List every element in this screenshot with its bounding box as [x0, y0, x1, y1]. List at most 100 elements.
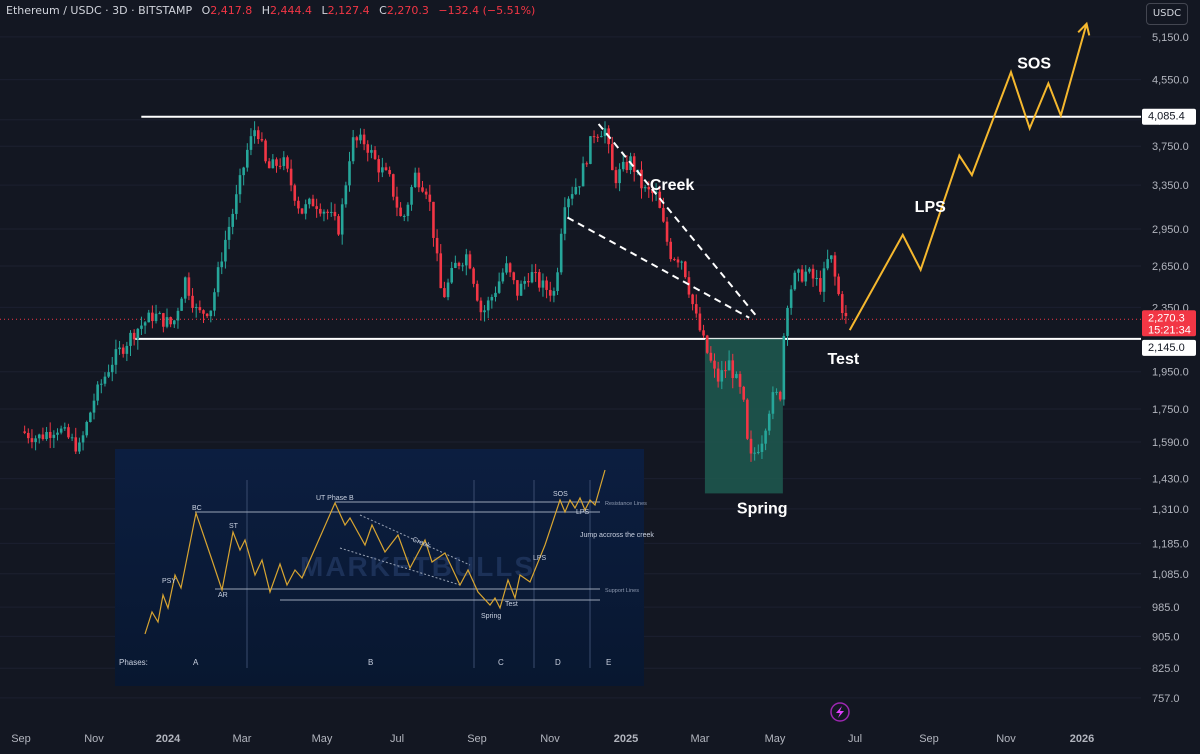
inset-support: Support Lines — [605, 588, 639, 594]
candle-body — [625, 161, 629, 171]
candle — [421, 180, 424, 193]
time-tick-label: Mar — [233, 733, 252, 745]
candle-body — [808, 268, 811, 272]
candle — [96, 381, 99, 406]
candle-body — [183, 277, 187, 299]
candle — [151, 305, 154, 329]
candle — [231, 208, 234, 235]
time-tick-label: 2026 — [1070, 733, 1094, 745]
inset-resistance: Resistance Lines — [605, 501, 647, 507]
candle-body — [282, 157, 286, 167]
candle — [34, 435, 37, 451]
candle — [786, 305, 789, 346]
horizontal-levels — [0, 115, 1141, 340]
candle — [205, 313, 209, 319]
candle-body — [220, 261, 224, 268]
candle-body — [614, 170, 618, 184]
candle — [381, 157, 384, 178]
candle — [705, 334, 709, 355]
candle — [804, 265, 808, 286]
candle — [465, 248, 468, 276]
candle — [417, 167, 421, 193]
candle — [224, 230, 227, 269]
price-tick-label: 757.0 — [1152, 693, 1180, 705]
candle — [187, 272, 191, 301]
candle-body — [110, 364, 114, 373]
candle — [326, 209, 329, 220]
candle-body — [92, 400, 96, 413]
candle — [585, 161, 589, 168]
candle-body — [59, 428, 63, 433]
candle — [563, 197, 567, 241]
symbol-header[interactable]: Ethereum / USDC · 3D · BITSTAMP O2,417.8… — [6, 4, 535, 20]
candle-body — [351, 137, 355, 162]
candle-body — [308, 198, 311, 205]
support-price-label-text: 2,145.0 — [1148, 342, 1185, 354]
candle-body — [490, 297, 494, 301]
candle — [749, 430, 753, 462]
creek-label: Creek — [650, 177, 695, 194]
candle-body — [63, 427, 67, 429]
candle-body — [771, 392, 775, 414]
candle — [541, 273, 545, 297]
candle — [428, 184, 432, 212]
candle — [545, 276, 548, 299]
candle-body — [665, 221, 669, 242]
candle — [52, 430, 56, 448]
candle — [297, 196, 300, 214]
candle — [844, 305, 848, 324]
candle — [275, 157, 278, 173]
candle-body — [348, 161, 351, 186]
candle-body — [74, 437, 78, 452]
candle — [767, 410, 771, 436]
candle-body — [468, 254, 472, 269]
candle-body — [581, 163, 585, 187]
time-axis[interactable]: Sep Nov 2024 Mar May Jul Sep Nov 2025 Mar May Jul Se… — [11, 733, 1094, 745]
lightning-icon[interactable] — [830, 702, 850, 722]
candle-body — [757, 451, 760, 453]
candle-body — [402, 215, 406, 217]
candle — [194, 303, 198, 318]
support-price-label: 2,145.0 — [1142, 339, 1196, 356]
candle — [556, 267, 559, 295]
candle — [523, 276, 526, 290]
candle — [81, 431, 85, 451]
candle — [819, 270, 822, 295]
price-tick-label: 1,950.0 — [1152, 367, 1189, 379]
candle — [70, 433, 74, 441]
candle-body — [118, 347, 121, 350]
candle — [501, 268, 505, 284]
candle — [486, 296, 490, 319]
candle — [85, 420, 88, 438]
candle — [373, 146, 377, 160]
time-tick-label: Nov — [84, 733, 104, 745]
symbol-name[interactable]: Ethereum / USDC · 3D · BITSTAMP — [6, 4, 193, 17]
candle — [132, 329, 136, 346]
candle — [490, 294, 494, 309]
candle-body — [297, 200, 300, 209]
creek-lower-line — [566, 216, 750, 319]
candle — [764, 428, 767, 451]
candle-body — [191, 295, 194, 308]
currency-button[interactable]: USDC — [1146, 3, 1188, 25]
candle-body — [443, 288, 446, 298]
candle — [684, 260, 687, 279]
candle — [811, 264, 815, 287]
candle — [56, 428, 59, 441]
candle-body — [760, 443, 764, 452]
candle — [89, 411, 92, 423]
price-axis[interactable]: 5,150.04,550.04,050.03,750.03,350.02,950… — [1141, 0, 1200, 749]
candle — [494, 286, 497, 302]
candle — [267, 158, 271, 169]
change-value: −132.4 (−5.51%) — [438, 4, 536, 17]
candle — [140, 316, 143, 335]
candle-body — [702, 330, 705, 336]
candle — [74, 427, 78, 455]
candle-body — [216, 267, 220, 293]
candle-body — [552, 291, 556, 296]
candle-body — [819, 278, 822, 292]
candle-body — [833, 255, 837, 277]
resistance-price-label-text: 4,085.4 — [1148, 111, 1185, 123]
candle — [735, 371, 738, 379]
